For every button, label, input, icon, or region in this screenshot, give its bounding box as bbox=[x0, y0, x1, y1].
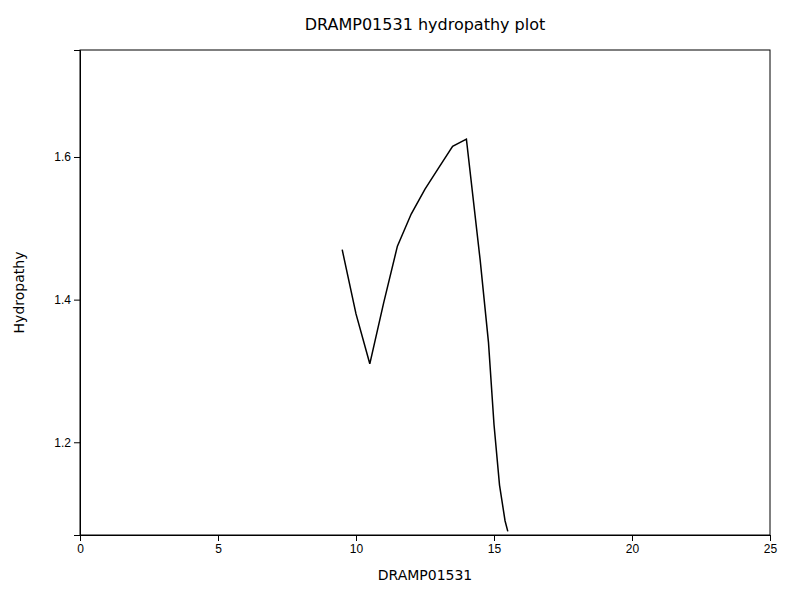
line bbox=[342, 139, 508, 531]
x-tick: 25 bbox=[764, 535, 778, 556]
y-axis: 1.2 1.4 1.6 bbox=[54, 51, 80, 536]
plot-area: 0 5 10 15 20 25 1.2 1.4 1.6 bbox=[54, 50, 777, 556]
x-tick: 20 bbox=[626, 535, 640, 556]
tick-label: 20 bbox=[626, 542, 640, 556]
axis-domain bbox=[81, 536, 771, 542]
tick-label: 0 bbox=[77, 542, 84, 556]
tick-label: 5 bbox=[215, 542, 222, 556]
tick-label: 10 bbox=[350, 542, 364, 556]
tick-mark bbox=[770, 535, 771, 541]
x-axis-title: DRAMP01531 bbox=[378, 567, 473, 583]
x-axis: 0 5 10 15 20 25 bbox=[77, 535, 777, 556]
plot-frame bbox=[80, 50, 770, 535]
tick-label: 1.4 bbox=[54, 293, 71, 307]
y-tick: 1.2 bbox=[54, 436, 80, 450]
chart-svg: 0 5 10 15 20 25 1.2 1.4 1.6 DRAMP01531 hydropathy… bbox=[0, 0, 800, 600]
marks bbox=[342, 139, 508, 531]
tick-label: 15 bbox=[488, 542, 502, 556]
x-tick: 0 bbox=[77, 535, 84, 556]
axis-domain bbox=[74, 51, 81, 536]
y-axis-title: Hydropathy bbox=[11, 252, 27, 334]
tick-label: 25 bbox=[764, 542, 778, 556]
tick-mark bbox=[74, 300, 80, 301]
tick-mark bbox=[632, 535, 633, 541]
y-tick: 1.6 bbox=[54, 150, 80, 164]
tick-mark bbox=[356, 535, 357, 541]
tick-label: 1.6 bbox=[54, 150, 71, 164]
tick-mark bbox=[74, 157, 80, 158]
tick-mark bbox=[74, 442, 80, 443]
tick-label: 1.2 bbox=[54, 436, 71, 450]
x-tick: 10 bbox=[350, 535, 364, 556]
x-tick: 5 bbox=[215, 535, 222, 556]
chart-title: DRAMP01531 hydropathy plot bbox=[305, 15, 546, 34]
x-tick: 15 bbox=[488, 535, 502, 556]
tick-mark bbox=[494, 535, 495, 541]
y-tick: 1.4 bbox=[54, 293, 80, 307]
tick-mark bbox=[218, 535, 219, 541]
